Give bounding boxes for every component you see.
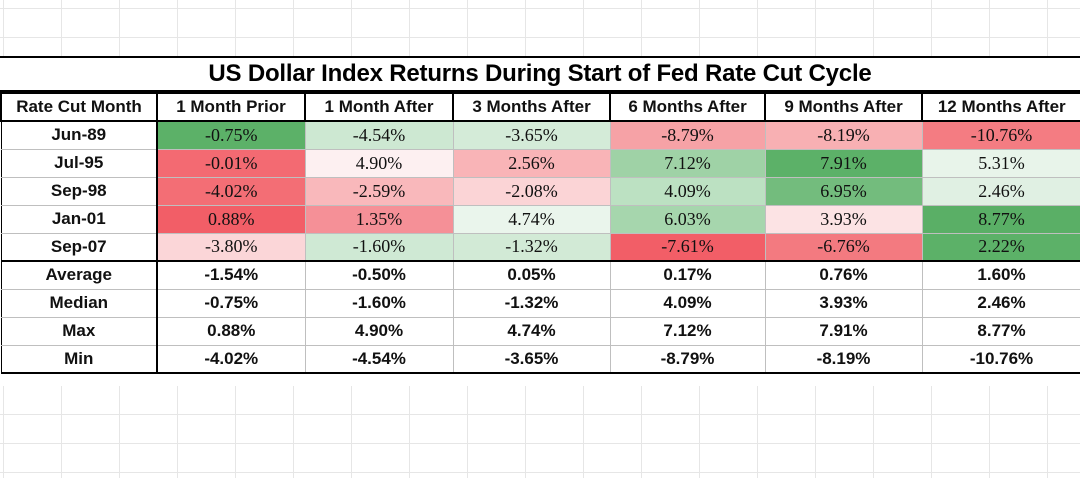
stat-cell: 4.09% — [609, 288, 766, 318]
table-cell: 3.93% — [764, 204, 923, 234]
table-cell: -2.08% — [452, 176, 611, 206]
table-cell: 8.77% — [921, 204, 1080, 234]
table-cell: -2.59% — [304, 176, 454, 206]
table-cell: 2.22% — [921, 232, 1080, 262]
table-cell: 2.46% — [921, 176, 1080, 206]
table-cell: -8.79% — [609, 120, 766, 150]
column-header: 1 Month After — [304, 92, 454, 122]
row-label: Sep-98 — [0, 176, 158, 206]
table-cell: -1.60% — [304, 232, 454, 262]
stat-row: Min -4.02% -4.54% -3.65% -8.79% -8.19% -10.76% — [0, 344, 1080, 374]
stat-cell: 0.76% — [764, 260, 923, 290]
stat-cell: -0.75% — [156, 288, 306, 318]
stat-cell: -4.02% — [156, 344, 306, 374]
title-row: US Dollar Index Returns During Start of … — [0, 56, 1080, 92]
table-cell: 1.35% — [304, 204, 454, 234]
stat-cell: -8.19% — [764, 344, 923, 374]
table-row: Jul-95 -0.01% 4.90% 2.56% 7.12% 7.91% 5.31% — [0, 148, 1080, 178]
table-body: Jun-89 -0.75% -4.54% -3.65% -8.79% -8.19% -10.… — [0, 120, 1080, 374]
stat-cell: 7.91% — [764, 316, 923, 346]
table-cell: -3.80% — [156, 232, 306, 262]
table-cell: 4.74% — [452, 204, 611, 234]
returns-table: Rate Cut Month 1 Month Prior 1 Month Afte… — [0, 92, 1080, 374]
stat-cell: -1.60% — [304, 288, 454, 318]
stat-row: Median -0.75% -1.60% -1.32% 4.09% 3.93% 2.46% — [0, 288, 1080, 318]
table-cell: 0.88% — [156, 204, 306, 234]
table-cell: -6.76% — [764, 232, 923, 262]
stat-cell: 4.74% — [452, 316, 611, 346]
column-header: 9 Months After — [764, 92, 923, 122]
stat-row: Max 0.88% 4.90% 4.74% 7.12% 7.91% 8.77% — [0, 316, 1080, 346]
column-header: 6 Months After — [609, 92, 766, 122]
stat-cell: -4.54% — [304, 344, 454, 374]
table-cell: -0.75% — [156, 120, 306, 150]
table-row: Jan-01 0.88% 1.35% 4.74% 6.03% 3.93% 8.77% — [0, 204, 1080, 234]
stat-cell: 3.93% — [764, 288, 923, 318]
table-cell: 4.90% — [304, 148, 454, 178]
stat-row: Average -1.54% -0.50% 0.05% 0.17% 0.76% 1.60% — [0, 260, 1080, 290]
row-label: Jul-95 — [0, 148, 158, 178]
stat-cell: -1.32% — [452, 288, 611, 318]
stat-cell: 0.05% — [452, 260, 611, 290]
stat-cell: -0.50% — [304, 260, 454, 290]
table-title: US Dollar Index Returns During Start of … — [208, 60, 872, 87]
stat-label: Min — [0, 344, 158, 374]
stat-cell: -1.54% — [156, 260, 306, 290]
table-cell: 4.09% — [609, 176, 766, 206]
table-cell: -7.61% — [609, 232, 766, 262]
stat-cell: 8.77% — [921, 316, 1080, 346]
row-label: Jun-89 — [0, 120, 158, 150]
stat-cell: -3.65% — [452, 344, 611, 374]
table-cell: -1.32% — [452, 232, 611, 262]
header-row: Rate Cut Month 1 Month Prior 1 Month Afte… — [0, 92, 1080, 122]
stat-cell: 4.90% — [304, 316, 454, 346]
stat-cell: 7.12% — [609, 316, 766, 346]
returns-table-frame: US Dollar Index Returns During Start of … — [0, 56, 1080, 386]
table-cell: 5.31% — [921, 148, 1080, 178]
table-cell: -10.76% — [921, 120, 1080, 150]
table-row: Sep-07 -3.80% -1.60% -1.32% -7.61% -6.76% 2.22… — [0, 232, 1080, 262]
stat-cell: 1.60% — [921, 260, 1080, 290]
table-cell: 7.91% — [764, 148, 923, 178]
row-label: Jan-01 — [0, 204, 158, 234]
table-row: Sep-98 -4.02% -2.59% -2.08% 4.09% 6.95% 2.46% — [0, 176, 1080, 206]
table-cell: -3.65% — [452, 120, 611, 150]
stat-cell: 2.46% — [921, 288, 1080, 318]
column-header: 12 Months After — [921, 92, 1080, 122]
table-cell: 7.12% — [609, 148, 766, 178]
table-cell: -4.54% — [304, 120, 454, 150]
row-label: Sep-07 — [0, 232, 158, 262]
stat-cell: -8.79% — [609, 344, 766, 374]
corner-header: Rate Cut Month — [0, 92, 158, 122]
stat-cell: 0.17% — [609, 260, 766, 290]
table-cell: 6.03% — [609, 204, 766, 234]
table-cell: 2.56% — [452, 148, 611, 178]
stat-cell: -10.76% — [921, 344, 1080, 374]
stat-label: Median — [0, 288, 158, 318]
stat-cell: 0.88% — [156, 316, 306, 346]
table-cell: -8.19% — [764, 120, 923, 150]
stat-label: Max — [0, 316, 158, 346]
stat-label: Average — [0, 260, 158, 290]
table-row: Jun-89 -0.75% -4.54% -3.65% -8.79% -8.19% -10.… — [0, 120, 1080, 150]
table-cell: 6.95% — [764, 176, 923, 206]
column-header: 3 Months After — [452, 92, 611, 122]
column-header: 1 Month Prior — [156, 92, 306, 122]
table-cell: -0.01% — [156, 148, 306, 178]
table-cell: -4.02% — [156, 176, 306, 206]
